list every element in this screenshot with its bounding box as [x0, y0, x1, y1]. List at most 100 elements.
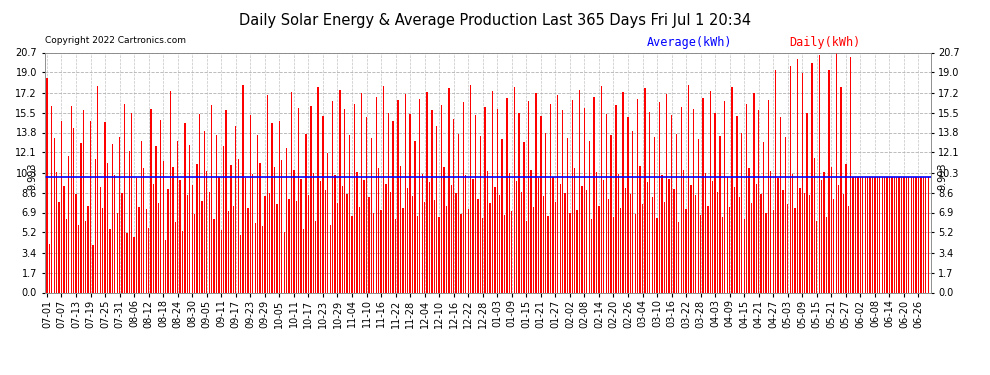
Bar [712, 181, 714, 292]
Bar [457, 134, 459, 292]
Bar [174, 222, 176, 292]
Bar [279, 121, 280, 292]
Bar [789, 66, 791, 292]
Bar [439, 217, 440, 292]
Bar [427, 92, 428, 292]
Bar [380, 210, 382, 292]
Bar [739, 197, 740, 292]
Bar [654, 137, 655, 292]
Text: Average(kWh): Average(kWh) [647, 36, 733, 49]
Bar [543, 196, 544, 292]
Bar [834, 199, 835, 292]
Bar [139, 207, 140, 292]
Bar [552, 177, 553, 292]
Bar [266, 95, 268, 292]
Bar [574, 168, 575, 292]
Bar [470, 85, 471, 292]
Bar [541, 116, 542, 292]
Bar [640, 166, 641, 292]
Bar [361, 93, 362, 292]
Bar [226, 111, 227, 292]
Bar [345, 109, 346, 292]
Bar [824, 172, 825, 292]
Bar [802, 74, 803, 292]
Bar [353, 104, 355, 292]
Bar [223, 146, 225, 292]
Bar [620, 208, 622, 292]
Text: Daily(kWh): Daily(kWh) [789, 36, 860, 49]
Bar [673, 189, 674, 292]
Bar [146, 209, 147, 292]
Bar [715, 113, 716, 292]
Bar [877, 177, 878, 292]
Bar [601, 86, 602, 292]
Bar [524, 142, 525, 292]
Bar [422, 174, 423, 292]
Bar [320, 181, 321, 292]
Bar [358, 207, 360, 292]
Bar [859, 177, 861, 292]
Bar [683, 170, 684, 292]
Bar [644, 88, 645, 292]
Bar [750, 203, 752, 292]
Bar [862, 177, 863, 292]
Bar [611, 135, 612, 292]
Bar [305, 134, 307, 292]
Bar [301, 179, 302, 292]
Bar [330, 225, 331, 292]
Bar [737, 116, 738, 292]
Bar [928, 177, 929, 292]
Bar [122, 193, 123, 292]
Bar [925, 177, 927, 292]
Bar [479, 136, 481, 292]
Bar [465, 176, 466, 292]
Bar [243, 85, 244, 292]
Bar [829, 70, 830, 292]
Bar [668, 179, 670, 292]
Bar [144, 168, 145, 292]
Bar [567, 138, 568, 292]
Bar [727, 177, 728, 292]
Bar [370, 138, 372, 292]
Bar [104, 122, 106, 292]
Bar [85, 220, 86, 292]
Bar [184, 123, 186, 292]
Bar [276, 204, 277, 292]
Bar [172, 167, 173, 292]
Bar [92, 245, 94, 292]
Bar [780, 117, 781, 292]
Bar [455, 193, 456, 292]
Bar [702, 98, 704, 292]
Bar [194, 214, 195, 292]
Bar [886, 177, 888, 292]
Bar [56, 172, 57, 292]
Bar [150, 109, 151, 292]
Bar [291, 92, 292, 292]
Bar [812, 63, 813, 292]
Bar [554, 202, 556, 292]
Bar [342, 186, 343, 292]
Bar [514, 87, 515, 292]
Bar [129, 151, 130, 292]
Bar [671, 115, 672, 292]
Bar [649, 112, 650, 292]
Bar [923, 177, 924, 292]
Bar [676, 134, 677, 292]
Bar [814, 158, 815, 292]
Bar [531, 170, 532, 292]
Bar [819, 55, 820, 292]
Bar [884, 177, 885, 292]
Bar [475, 115, 476, 292]
Bar [432, 111, 433, 292]
Bar [477, 199, 478, 292]
Bar [596, 172, 597, 292]
Bar [700, 215, 701, 292]
Bar [460, 214, 461, 292]
Bar [281, 160, 282, 292]
Bar [65, 219, 67, 292]
Bar [134, 237, 135, 292]
Bar [231, 165, 232, 292]
Bar [826, 217, 828, 292]
Bar [785, 137, 786, 292]
Bar [293, 170, 295, 292]
